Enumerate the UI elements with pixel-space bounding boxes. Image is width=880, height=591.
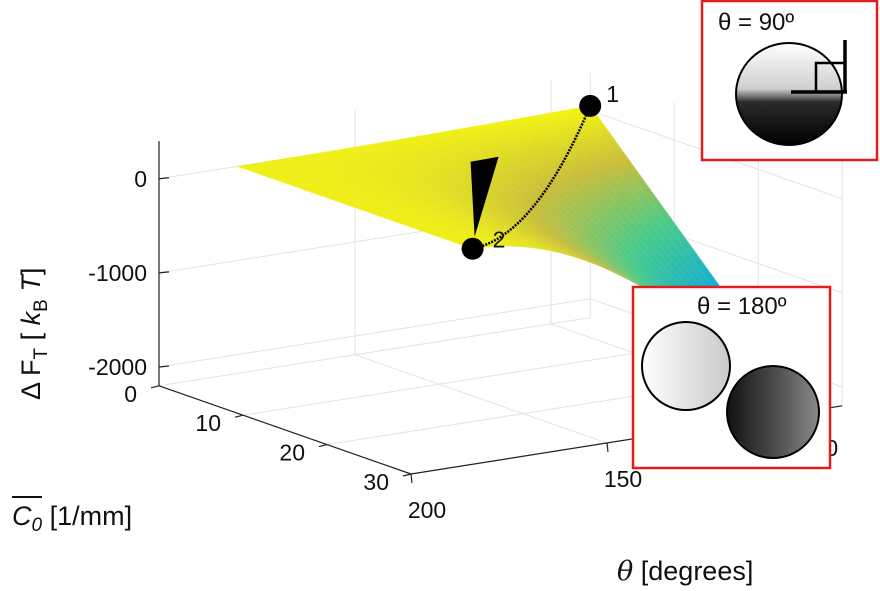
point-2-marker [461,237,484,260]
point-1-marker [579,94,602,117]
floor-grid-theta-150 [354,354,608,444]
z-label-sub-T: T [31,347,52,359]
c0-tick-mark [234,414,244,418]
theta-tick-label: 200 [408,497,446,523]
z-tick-label: 0 [134,166,147,192]
theta-tick-mark [410,473,413,484]
z-tick-mark [158,365,170,368]
c0-tick-mark [318,444,328,448]
c0-tick-label: 0 [124,381,137,407]
z-tick-mark [158,271,170,274]
z-label-part-1: Δ F [16,359,46,400]
c0-tick-label: 10 [195,410,221,436]
z-axis-label: Δ FT [ kB T] [16,268,52,400]
z-label-part-2: [ [16,325,46,348]
theta-tick-mark [606,442,609,453]
z-tick-mark [158,177,170,180]
point-2-label: 2 [493,227,506,253]
c0-tick-mark [402,473,412,477]
z-tick-label: -1000 [88,260,147,286]
z-label-close: ] [16,268,46,276]
y-axis-label: C0 [1/mm] [12,496,132,536]
z-label-space [16,292,46,300]
c0-tick-mark [150,385,160,389]
c0-tick-label: 20 [279,440,305,466]
z-tick-label: -2000 [88,354,147,380]
floor-grid-c0-0 [158,317,591,387]
point-1-label: 1 [606,81,619,107]
c0-tick-label: 30 [363,469,389,495]
floor-grid-c0-10 [242,346,675,416]
backwall-grid-z [158,298,591,368]
theta-tick-label: 150 [604,466,642,492]
z-label-sub-B: B [31,299,52,312]
